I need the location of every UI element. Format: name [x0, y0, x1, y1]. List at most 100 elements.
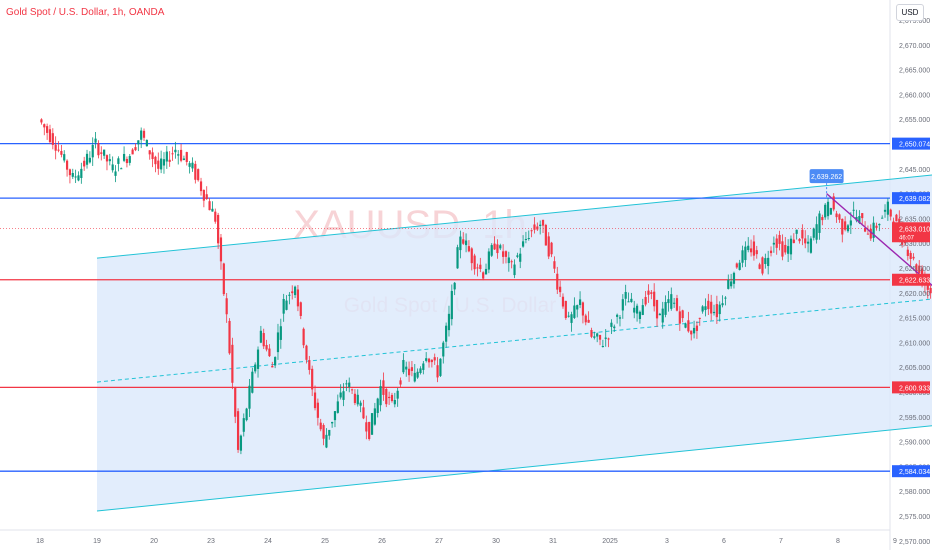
candle-body: [710, 301, 713, 314]
candle-body: [191, 162, 194, 169]
candle-body: [752, 241, 756, 256]
candle-body: [194, 163, 197, 180]
candle-body: [256, 349, 260, 369]
candle-body: [524, 238, 528, 240]
candle-body: [704, 306, 707, 310]
candle-body: [858, 216, 861, 224]
candle-body: [416, 371, 419, 378]
candle-body: [707, 300, 710, 310]
candle-body: [259, 330, 262, 343]
candle-body: [550, 242, 553, 255]
candle-body: [744, 246, 747, 261]
candle-body: [559, 286, 562, 293]
candle-body: [764, 258, 767, 265]
candle-body: [510, 261, 513, 263]
candle-body: [915, 264, 918, 273]
candle-body: [54, 144, 57, 151]
x-tick-label: 18: [36, 538, 44, 545]
candle-body: [157, 160, 160, 169]
candle-body: [433, 357, 436, 361]
candle-body: [869, 228, 872, 239]
y-tick-label: 2,635.000: [899, 216, 930, 223]
candle-body: [350, 389, 354, 391]
y-tick-label: 2,670.000: [899, 43, 930, 50]
candle-body: [521, 241, 525, 247]
candle-body: [376, 398, 379, 414]
candle-body: [228, 320, 231, 354]
candle-body: [841, 218, 844, 235]
candle-body: [459, 236, 462, 251]
level-price-tag-label: 2,650.074: [899, 142, 930, 149]
candle-body: [285, 300, 288, 310]
x-tick-label: 27: [435, 538, 443, 545]
candle-body: [872, 222, 875, 238]
candle-body: [450, 290, 453, 320]
candle-body: [51, 133, 54, 145]
last-price-tag: [892, 222, 930, 243]
candle-body: [393, 399, 396, 405]
candle-body: [630, 298, 633, 303]
candle-body: [573, 305, 576, 318]
candle-body: [197, 169, 200, 181]
candle-body: [829, 208, 832, 215]
candle-body: [396, 390, 399, 399]
candle-body: [122, 153, 126, 161]
candle-body: [467, 246, 471, 252]
currency-selector[interactable]: USD: [896, 4, 924, 21]
candle-body: [852, 209, 855, 211]
candle-body: [576, 305, 579, 310]
candle-body: [812, 228, 815, 238]
candle-body: [265, 344, 268, 350]
candle-body: [413, 372, 416, 382]
price-callout[interactable]: [809, 169, 844, 184]
candle-body: [866, 233, 870, 235]
y-tick-label: 2,615.000: [899, 316, 930, 323]
y-tick-label: 2,580.000: [899, 489, 930, 496]
candle-body: [698, 317, 701, 319]
candle-body: [638, 311, 642, 320]
candle-body: [60, 150, 63, 155]
candle-body: [476, 267, 479, 269]
candle-body: [647, 290, 650, 295]
candle-body: [85, 153, 89, 165]
y-tick-label: 2,570.000: [899, 539, 930, 546]
candle-body: [895, 214, 898, 222]
y-tick-label: 2,605.000: [899, 365, 930, 372]
candle-body: [889, 209, 892, 217]
candle-body: [68, 169, 72, 176]
candle-body: [40, 119, 43, 123]
candle-body: [536, 226, 539, 230]
level-price-tag-label: 2,639.082: [899, 196, 930, 203]
candle-body: [231, 344, 234, 383]
candle-body: [610, 322, 613, 327]
candle-body: [598, 334, 602, 340]
x-tick-label: 3: [665, 538, 669, 545]
candle-body: [593, 336, 596, 338]
level-price-tag: [892, 381, 930, 394]
candle-body: [331, 421, 334, 424]
x-tick-label: 24: [264, 538, 272, 545]
candle-body: [806, 241, 810, 244]
candle-body: [712, 311, 716, 314]
x-tick-label: 31: [549, 538, 557, 545]
candle-body: [561, 296, 565, 307]
channel-lower-line[interactable]: [96, 328, 932, 512]
candle-body: [909, 252, 912, 260]
y-tick-label: 2,655.000: [899, 117, 930, 124]
candle-body: [368, 421, 371, 440]
candle-body: [151, 152, 154, 160]
x-tick-label: 7: [779, 538, 783, 545]
candle-body: [91, 144, 94, 158]
candle-body: [701, 306, 704, 312]
x-tick-label: 9: [893, 538, 897, 545]
chart-title: Gold Spot / U.S. Dollar, 1h, OANDA: [6, 7, 165, 18]
candle-body: [199, 181, 203, 192]
candle-body: [245, 408, 248, 421]
candle-body: [653, 291, 656, 307]
candle-body: [533, 224, 536, 230]
candle-body: [74, 176, 77, 178]
candle-body: [809, 238, 813, 253]
candle-body: [832, 196, 835, 210]
candle-body: [399, 380, 402, 385]
